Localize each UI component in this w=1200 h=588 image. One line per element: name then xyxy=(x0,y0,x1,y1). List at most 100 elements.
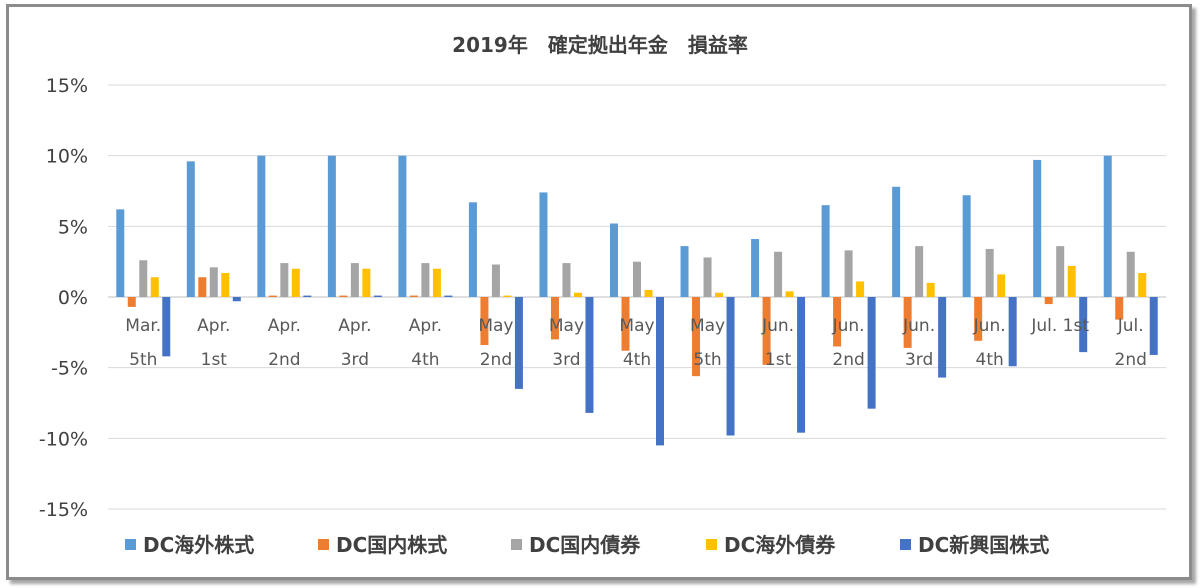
bar xyxy=(962,195,971,297)
x-tick-label: 3rd xyxy=(905,350,933,370)
legend-label: DC海外株式 xyxy=(143,533,254,557)
y-tick-label: -10% xyxy=(39,428,88,450)
bar xyxy=(997,274,1006,297)
y-tick-label: 15% xyxy=(46,75,88,97)
x-tick-label: 4th xyxy=(976,350,1004,370)
bar xyxy=(573,292,582,297)
bar xyxy=(350,263,359,297)
bar xyxy=(751,239,760,297)
bar xyxy=(186,161,195,297)
bar xyxy=(373,295,382,297)
bar xyxy=(797,297,806,433)
x-tick-label: 2nd xyxy=(480,350,512,370)
x-tick-label: May xyxy=(690,316,725,336)
bar xyxy=(116,209,125,297)
x-tick-label: 1st xyxy=(201,350,228,370)
x-tick-label: 2nd xyxy=(1115,350,1147,370)
x-tick-label: May xyxy=(549,316,584,336)
bar xyxy=(1138,272,1147,297)
bar xyxy=(915,246,924,297)
bar xyxy=(1079,297,1088,353)
legend-swatch xyxy=(706,539,717,550)
legend-swatch xyxy=(125,539,136,550)
bar xyxy=(1033,159,1042,297)
y-tick-label: 5% xyxy=(58,216,88,238)
y-tick-label: -15% xyxy=(39,499,88,521)
bars xyxy=(116,155,1158,446)
bar xyxy=(209,267,218,297)
bar xyxy=(680,246,689,297)
x-tick-label: Apr. xyxy=(409,316,442,336)
bar xyxy=(421,263,430,297)
x-tick-label: Jun. xyxy=(973,316,1006,336)
bar xyxy=(633,261,641,297)
bar xyxy=(1067,265,1076,297)
bar xyxy=(480,297,489,346)
bar xyxy=(139,260,148,297)
bar xyxy=(644,289,653,297)
bar xyxy=(550,297,559,340)
legend-swatch xyxy=(511,539,522,550)
bar xyxy=(892,186,901,297)
x-tick-label: Jul. 1st xyxy=(1030,316,1089,336)
x-tick-label: May xyxy=(478,316,513,336)
bar xyxy=(715,292,724,297)
bar xyxy=(867,297,876,409)
x-tick-label: Jul. xyxy=(1117,316,1144,336)
legend-label: DC国内債券 xyxy=(529,533,641,557)
x-tick-label: 3rd xyxy=(552,350,580,370)
bar xyxy=(821,205,830,297)
y-tick-label: 10% xyxy=(46,146,88,168)
legend-label: DC新興国株式 xyxy=(918,533,1049,557)
bar xyxy=(362,268,371,297)
bar xyxy=(1044,297,1053,305)
x-tick-label: Jun. xyxy=(902,316,935,336)
bar xyxy=(280,263,289,297)
bar xyxy=(514,297,523,389)
bar xyxy=(585,297,594,413)
bar xyxy=(339,295,348,297)
x-tick-label: Jun. xyxy=(832,316,865,336)
bar xyxy=(974,297,983,341)
bar xyxy=(703,257,712,297)
x-tick-label: 4th xyxy=(411,350,439,370)
x-tick-label: 2nd xyxy=(268,350,300,370)
x-tick-label: Jun. xyxy=(761,316,794,336)
bar xyxy=(621,297,630,351)
bar xyxy=(268,295,277,297)
x-tick-label: Mar. xyxy=(125,316,161,336)
legend: DC海外株式 DC国内株式 DC国内債券 DC海外債券 DC新興国株式 xyxy=(125,533,1049,557)
bar xyxy=(562,263,571,297)
x-tick-label: 2nd xyxy=(832,350,864,370)
bar xyxy=(856,281,865,297)
bar xyxy=(1103,155,1112,297)
bar xyxy=(232,297,241,302)
bar xyxy=(503,295,512,297)
bar xyxy=(257,155,266,297)
bar xyxy=(938,297,947,378)
y-tick-label: 0% xyxy=(58,287,88,309)
bar xyxy=(833,297,842,347)
bar xyxy=(656,297,664,446)
x-tick-label: 1st xyxy=(765,350,792,370)
bar xyxy=(726,297,735,436)
x-tick-label: 5th xyxy=(693,350,721,370)
x-tick-label: 4th xyxy=(623,350,651,370)
legend-swatch xyxy=(318,539,329,550)
bar xyxy=(774,251,783,297)
bar xyxy=(303,295,312,297)
x-tick-label: Apr. xyxy=(338,316,371,336)
bar xyxy=(1008,297,1017,367)
x-tick-label: May xyxy=(619,316,654,336)
x-tick-label: 3rd xyxy=(341,350,369,370)
bar xyxy=(291,268,300,297)
x-tick-label: Apr. xyxy=(268,316,301,336)
bar xyxy=(162,297,171,357)
x-axis: Mar. 5th Apr. 1st Apr. 2nd Apr. 3rd Apr. 4th May 2n… xyxy=(125,316,1147,370)
y-tick-label: -5% xyxy=(51,358,88,380)
bar xyxy=(198,277,207,297)
bar xyxy=(692,297,701,377)
bar xyxy=(221,272,230,297)
bar xyxy=(327,155,336,297)
